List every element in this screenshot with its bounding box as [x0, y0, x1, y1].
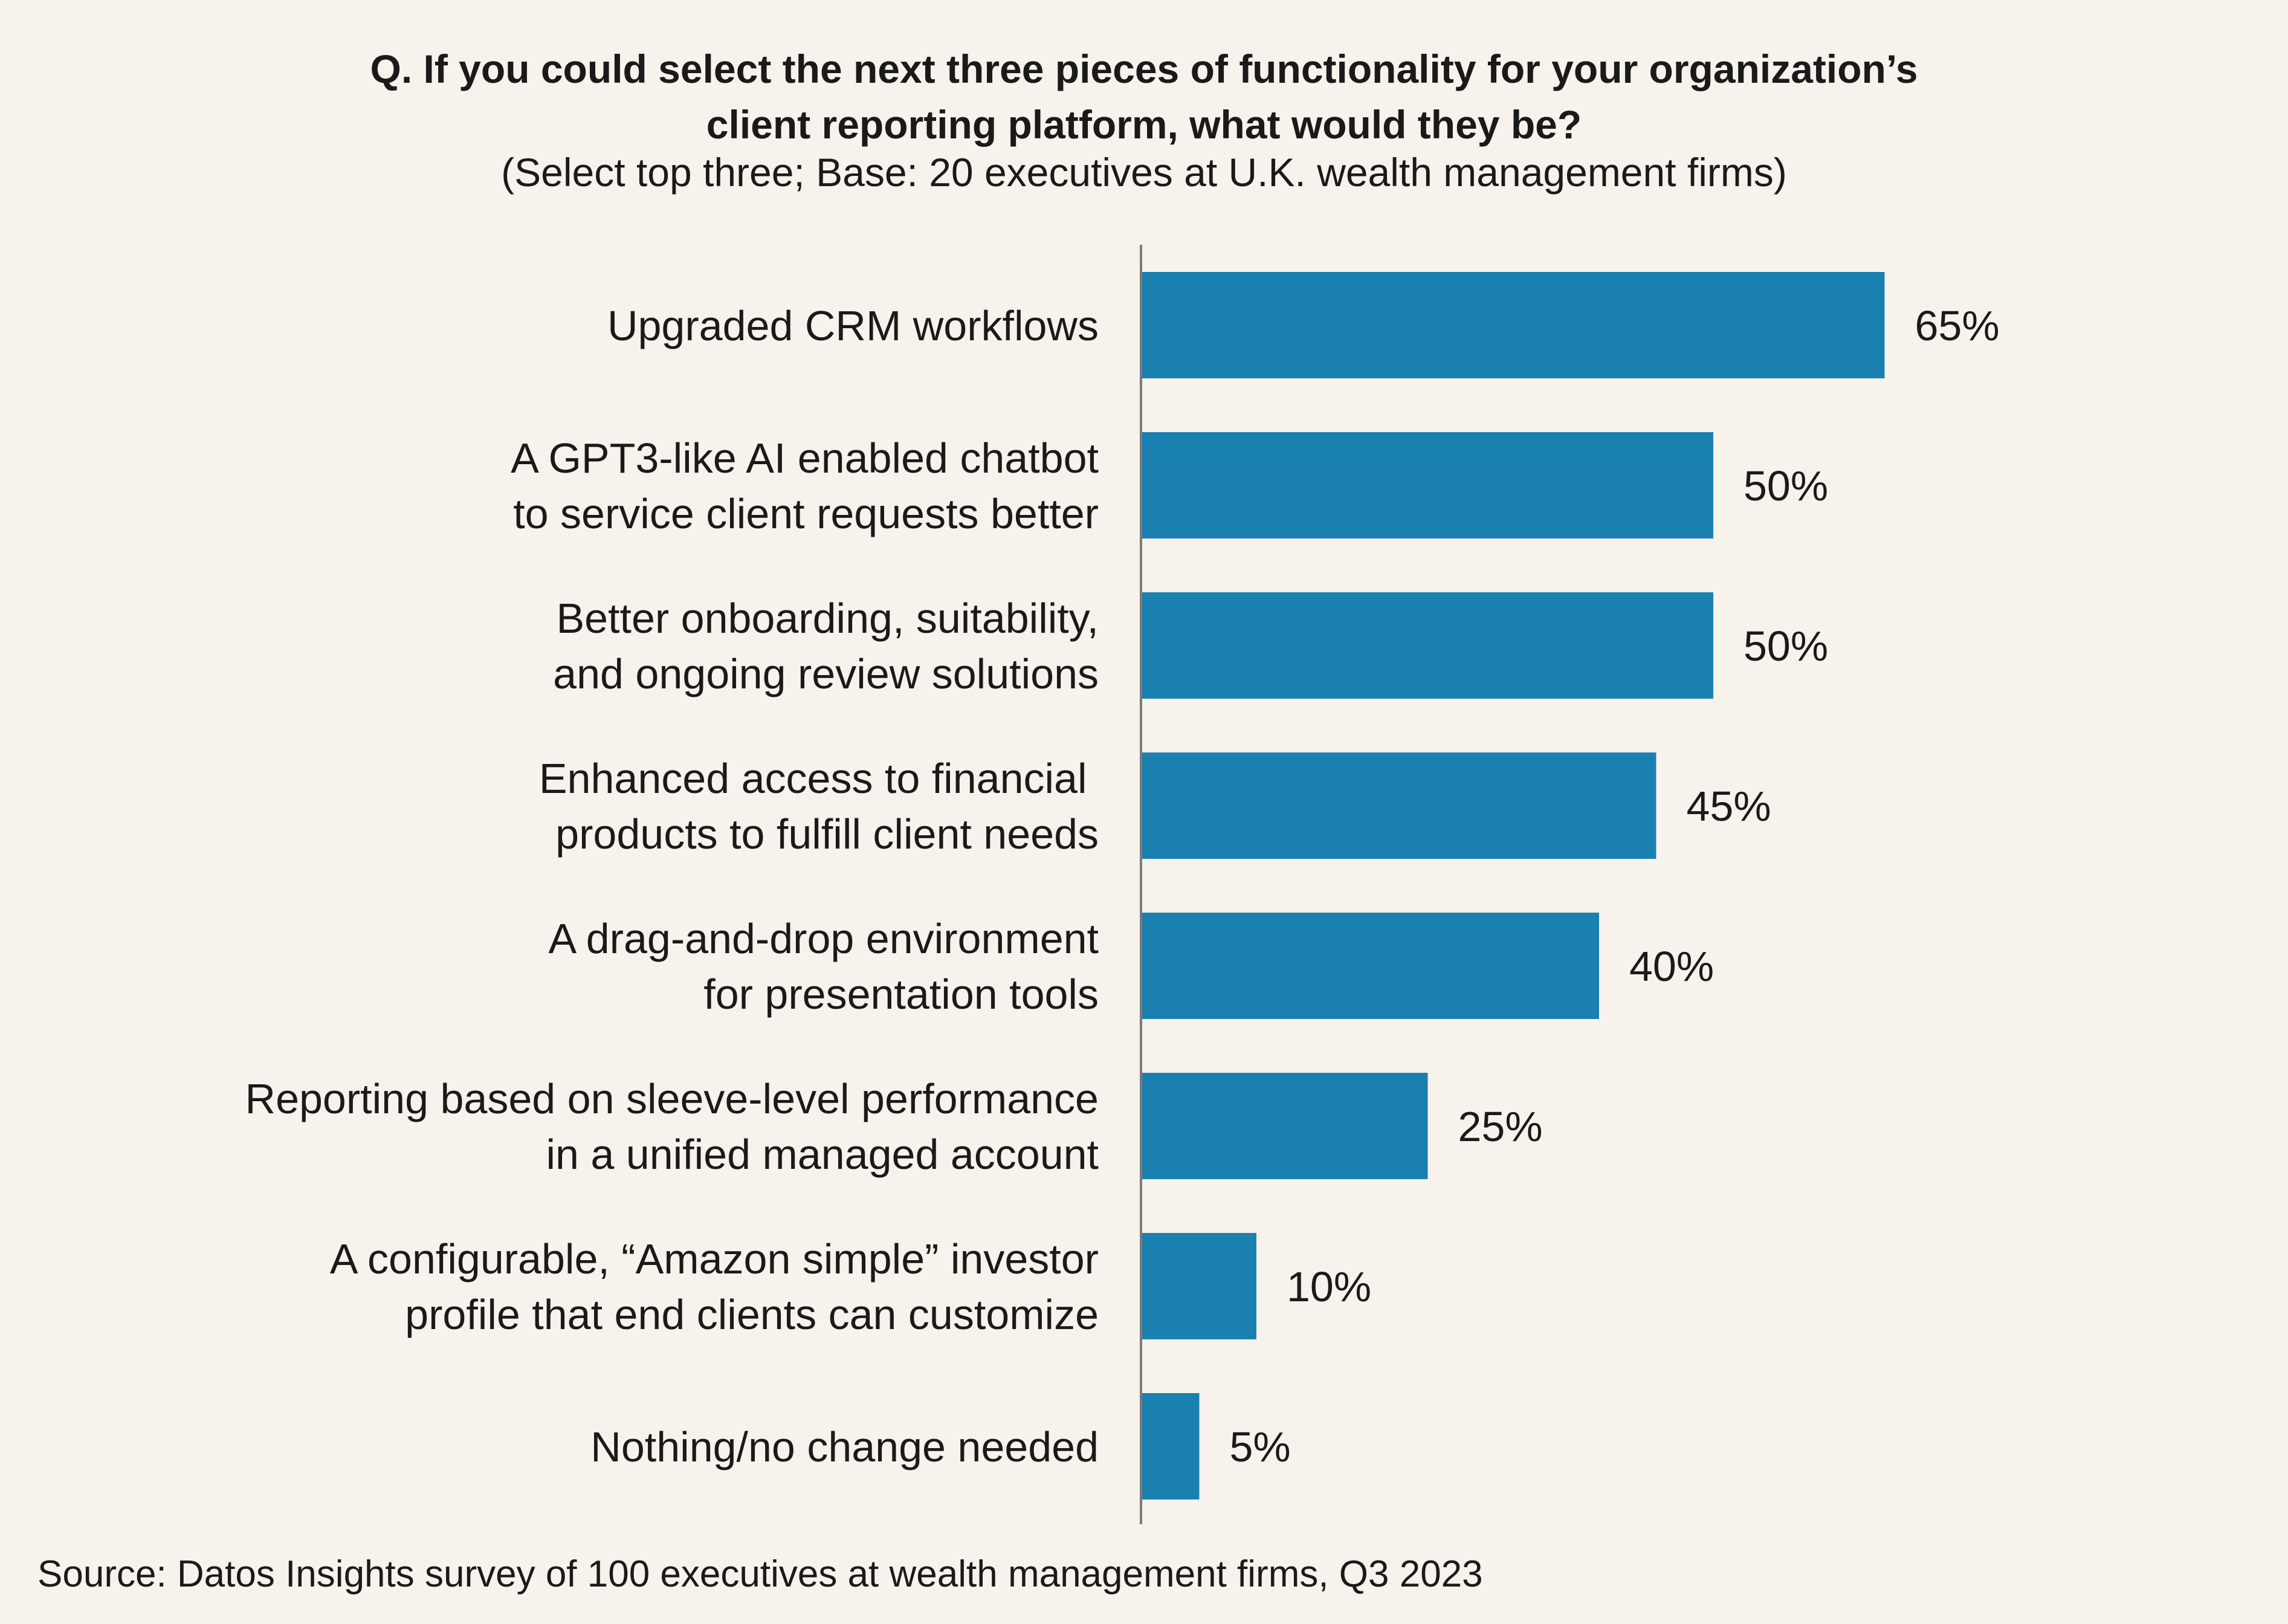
- category-label-7-line-0: Nothing/no change needed: [590, 1423, 1099, 1470]
- bar-7: [1142, 1393, 1200, 1499]
- chart-title-line-2: client reporting platform, what would th…: [706, 102, 1582, 147]
- bar-1: [1142, 432, 1713, 539]
- category-label-3-line-0: Enhanced access to financial: [539, 755, 1099, 802]
- category-label-2-line-1: and ongoing review solutions: [553, 650, 1099, 697]
- category-label-5: Reporting based on sleeve-level performa…: [245, 1075, 1099, 1178]
- category-label-7: Nothing/no change needed: [590, 1423, 1099, 1470]
- category-label-3: Enhanced access to financial products to…: [539, 755, 1099, 858]
- category-label-2-line-0: Better onboarding, suitability,: [556, 595, 1099, 642]
- category-label-0: Upgraded CRM workflows: [607, 302, 1099, 349]
- category-label-6: A configurable, “Amazon simple” investor…: [330, 1235, 1099, 1338]
- category-label-6-line-0: A configurable, “Amazon simple” investor: [330, 1235, 1099, 1283]
- category-label-4: A drag-and-drop environment for presentat…: [548, 915, 1099, 1018]
- value-label-0: 65%: [1915, 302, 2000, 349]
- category-label-5-line-0: Reporting based on sleeve-level performa…: [245, 1075, 1099, 1122]
- category-label-3-line-1: products to fulfill client needs: [555, 810, 1099, 858]
- value-label-4: 40%: [1629, 943, 1714, 990]
- source-note: Source: Datos Insights survey of 100 exe…: [37, 1553, 1483, 1595]
- value-label-2: 50%: [1743, 623, 1828, 670]
- bar-3: [1142, 752, 1656, 859]
- chart-title-line-1: Q. If you could select the next three pi…: [370, 47, 1918, 91]
- category-label-2: Better onboarding, suitability, and ongoi…: [553, 595, 1099, 697]
- bars-layer: 65% Upgraded CRM workflows 50% A GPT3-like …: [245, 272, 2000, 1499]
- chart-subtitle: (Select top three; Base: 20 executives a…: [501, 150, 1787, 195]
- value-label-6: 10%: [1287, 1263, 1371, 1310]
- category-label-1-line-1: to service client requests better: [513, 490, 1099, 537]
- bar-2: [1142, 592, 1713, 699]
- category-label-1: A GPT3-like AI enabled chatbot to service…: [511, 435, 1099, 537]
- bar-5: [1142, 1073, 1428, 1179]
- bar-6: [1142, 1233, 1256, 1339]
- category-label-5-line-1: in a unified managed account: [546, 1131, 1099, 1178]
- category-label-1-line-0: A GPT3-like AI enabled chatbot: [511, 435, 1099, 482]
- category-label-0-line-0: Upgraded CRM workflows: [607, 302, 1099, 349]
- category-label-4-line-0: A drag-and-drop environment: [548, 915, 1099, 962]
- category-label-6-line-1: profile that end clients can customize: [405, 1291, 1099, 1338]
- value-label-1: 50%: [1743, 462, 1828, 510]
- chart-title: Q. If you could select the next three pi…: [0, 41, 2288, 152]
- value-label-5: 25%: [1458, 1103, 1543, 1150]
- value-label-3: 45%: [1687, 783, 1771, 830]
- bar-4: [1142, 913, 1599, 1019]
- value-label-7: 5%: [1230, 1423, 1291, 1470]
- bar-0: [1142, 272, 1885, 378]
- category-label-4-line-1: for presentation tools: [703, 971, 1099, 1018]
